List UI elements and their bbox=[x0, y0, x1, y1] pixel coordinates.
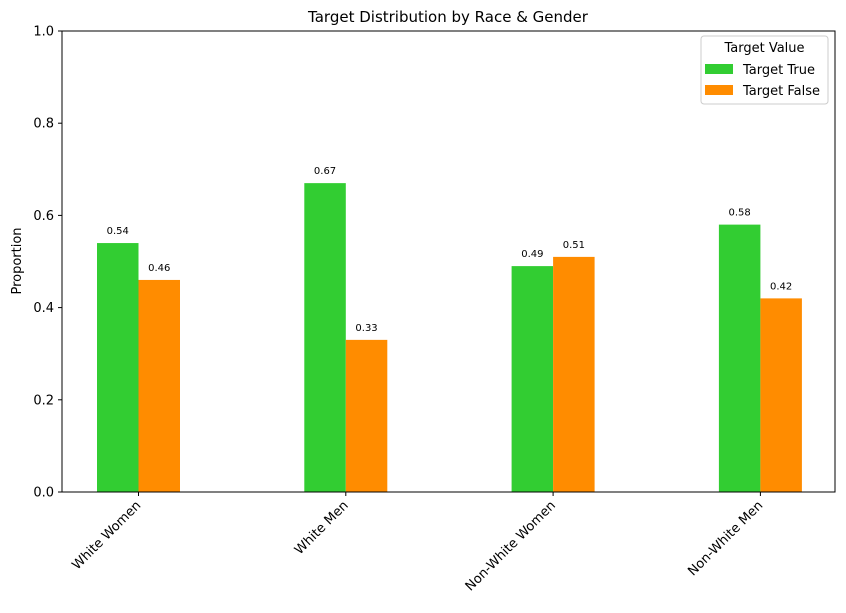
bar-target-true-1 bbox=[97, 243, 139, 492]
y-tick-label: 0.6 bbox=[33, 209, 54, 224]
bar-target-true-3 bbox=[511, 266, 554, 492]
chart-title: Target Distribution by Race & Gender bbox=[307, 8, 589, 26]
legend-swatch bbox=[705, 85, 733, 95]
y-tick-label: 0.4 bbox=[33, 301, 54, 316]
bars-layer: 0.54 0.67 0.49 0.58 0.46 0.33 0.51 0.42 bbox=[97, 166, 802, 492]
bar-target-false-3 bbox=[553, 256, 595, 492]
x-tick-label: White Men bbox=[292, 498, 352, 558]
x-tick-label: White Women bbox=[69, 498, 144, 573]
bar-target-false-4 bbox=[760, 298, 802, 492]
data-label: 0.33 bbox=[355, 323, 377, 334]
legend-title: Target Value bbox=[723, 41, 804, 56]
y-tick-label: 0.8 bbox=[33, 117, 54, 132]
data-label: 0.54 bbox=[107, 226, 129, 237]
bar-target-true-2 bbox=[304, 183, 346, 492]
data-label: 0.58 bbox=[729, 208, 751, 219]
y-tick-label: 1.0 bbox=[33, 25, 54, 40]
bar-target-false-1 bbox=[138, 279, 180, 492]
legend: Target Value Target True Target False bbox=[700, 35, 829, 105]
data-label: 0.46 bbox=[148, 263, 170, 274]
y-tick-label: 0.0 bbox=[33, 486, 54, 501]
x-tick-label: Non-White Women bbox=[463, 498, 559, 594]
x-tick-label: Non-White Men bbox=[685, 498, 766, 579]
y-tick-label: 0.2 bbox=[33, 393, 54, 408]
data-label: 0.42 bbox=[770, 281, 792, 292]
data-label: 0.67 bbox=[314, 166, 336, 177]
data-label: 0.49 bbox=[521, 249, 543, 260]
data-label: 0.51 bbox=[563, 240, 585, 251]
legend-entry-label: Target True bbox=[742, 63, 815, 78]
bar-target-false-2 bbox=[345, 339, 388, 492]
plot-frame bbox=[61, 30, 836, 493]
bar-target-true-4 bbox=[718, 224, 761, 492]
legend-entry-label: Target False bbox=[742, 84, 820, 99]
y-axis-label: Proportion bbox=[10, 227, 25, 294]
legend-swatch bbox=[705, 64, 733, 74]
